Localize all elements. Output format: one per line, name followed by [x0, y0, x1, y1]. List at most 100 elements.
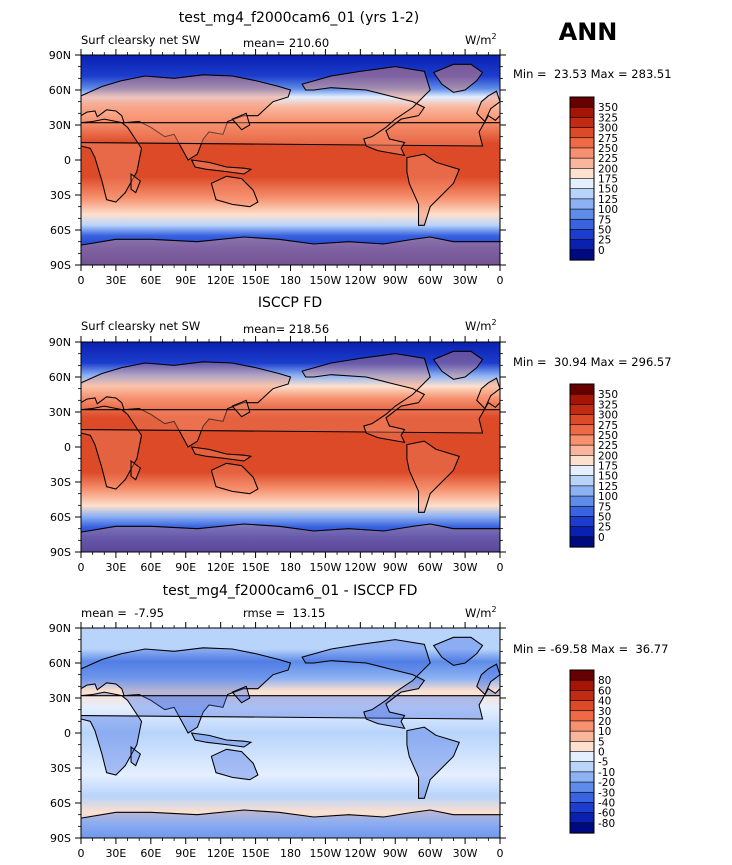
min-max-label: Min = -69.58 Max = 36.77	[513, 642, 668, 656]
colorbar-label: 250	[598, 143, 618, 155]
colorbar-label: 125	[598, 481, 618, 493]
colorbar-swatch	[569, 690, 595, 702]
colorbar-label: 200	[598, 450, 618, 462]
y-tick-label: 90S	[50, 259, 71, 272]
colorbar-swatch	[569, 505, 595, 518]
panel-title: test_mg4_f2000cam6_01 (yrs 1-2)	[179, 10, 420, 26]
x-tick-label: 0	[497, 561, 504, 574]
x-tick-label: 0	[497, 274, 504, 287]
colorbar-swatch	[569, 679, 595, 691]
colorbar-label: 300	[598, 410, 618, 422]
colorbar-swatch	[569, 710, 595, 722]
colorbar-label: 175	[598, 461, 618, 473]
mean-label: mean= 210.60	[243, 36, 329, 50]
x-tick-label: 30W	[453, 274, 478, 287]
colorbar-swatch	[569, 239, 595, 251]
y-tick-label: 90N	[49, 336, 71, 349]
colorbar-swatch	[569, 526, 595, 538]
colorbar-label: 275	[598, 133, 618, 145]
colorbar-label: 200	[598, 163, 618, 175]
mean-label: mean = -7.95	[81, 606, 164, 620]
x-tick-label: 30E	[105, 561, 126, 574]
x-tick-label: 60W	[418, 561, 443, 574]
x-tick-label: 120E	[207, 274, 235, 287]
colorbar-swatch	[569, 137, 595, 149]
colorbar-label: -5	[598, 757, 608, 769]
y-tick-label: 90N	[49, 49, 71, 62]
x-tick-label: 120W	[344, 847, 376, 860]
colorbar-label: 150	[598, 184, 618, 196]
colorbar-swatch	[569, 208, 595, 220]
colorbar-swatch	[569, 383, 595, 395]
colorbar-frame	[569, 96, 595, 261]
colorbar-swatch	[569, 168, 595, 180]
colorbar-swatch	[569, 475, 595, 487]
x-tick-label: 60E	[140, 274, 161, 287]
x-tick-label: 0	[78, 274, 85, 287]
season-label: ANN	[559, 18, 618, 46]
colorbar-label: 100	[598, 204, 618, 216]
colorbar-swatch	[569, 771, 595, 783]
panel-title: test_mg4_f2000cam6_01 - ISCCP FD	[163, 583, 418, 599]
colorbar-label: 0	[598, 532, 605, 544]
colorbar-swatch	[569, 669, 595, 681]
y-tick-label: 60S	[50, 797, 71, 810]
colorbar-label: -80	[598, 818, 615, 830]
colorbar-label: 75	[598, 214, 611, 226]
panel-difference: test_mg4_f2000cam6_01 - ISCCP FD mean = …	[49, 583, 669, 860]
y-tick-label: 90N	[49, 622, 71, 635]
x-tick-label: 90E	[175, 274, 196, 287]
x-tick-label: 150W	[309, 274, 341, 287]
x-tick-label: 90W	[383, 847, 408, 860]
colorbar-label: 225	[598, 153, 618, 165]
colorbar-swatch	[569, 761, 595, 773]
colorbar-swatch	[569, 444, 595, 456]
colorbar-swatch	[569, 127, 595, 139]
colorbar-label: 40	[598, 696, 611, 708]
x-tick-label: 180	[280, 561, 301, 574]
x-tick-label: 120E	[207, 847, 235, 860]
colorbar-swatch	[569, 188, 595, 200]
colorbar-label: -30	[598, 787, 615, 799]
field-label: Surf clearsky net SW	[81, 319, 200, 333]
colorbar-swatch	[569, 751, 595, 763]
x-tick-label: 60W	[418, 847, 443, 860]
panel-model: test_mg4_f2000cam6_01 (yrs 1-2) Surf cle…	[49, 10, 672, 287]
y-tick-label: 90S	[50, 546, 71, 559]
map-axes: 0 30E 60E 90E 120E 150E 180 150W 120W 90W 60W 30W 09…	[49, 622, 506, 860]
colorbar-label: -10	[598, 767, 615, 779]
y-tick-label: 30S	[50, 762, 71, 775]
x-tick-label: 180	[280, 274, 301, 287]
colorbar-frame	[569, 669, 595, 834]
map-axes: 0 30E 60E 90E 120E 150E 180 150W 120W 90W 60W 30W 09…	[49, 49, 506, 287]
panel-title: ISCCP FD	[258, 295, 322, 311]
colorbar-swatch	[569, 117, 595, 129]
y-tick-label: 0	[64, 154, 71, 167]
x-tick-label: 0	[497, 847, 504, 860]
x-tick-label: 90E	[175, 561, 196, 574]
x-tick-label: 150E	[242, 561, 270, 574]
colorbar-label: 225	[598, 440, 618, 452]
colorbar-label: 175	[598, 174, 618, 186]
colorbar-swatch	[569, 741, 595, 753]
y-tick-label: 60S	[50, 224, 71, 237]
colorbar-label: 150	[598, 471, 618, 483]
colorbar-swatch	[569, 700, 595, 712]
colorbar-label: 275	[598, 420, 618, 432]
colorbar-label: 30	[598, 706, 611, 718]
x-tick-label: 0	[78, 561, 85, 574]
x-tick-label: 150W	[309, 561, 341, 574]
x-tick-label: 180	[280, 847, 301, 860]
units-sup: 2	[491, 32, 496, 41]
field-label: Surf clearsky net SW	[81, 33, 200, 47]
x-tick-label: 150E	[242, 847, 270, 860]
units-sup: 2	[491, 605, 496, 614]
colorbar-label: 60	[598, 685, 611, 697]
colorbar-swatch	[569, 147, 595, 159]
colorbar-swatch	[569, 536, 595, 548]
y-tick-label: 60N	[49, 371, 71, 384]
rmse-label: rmse = 13.15	[243, 606, 325, 620]
colorbar-label: 325	[598, 112, 618, 124]
